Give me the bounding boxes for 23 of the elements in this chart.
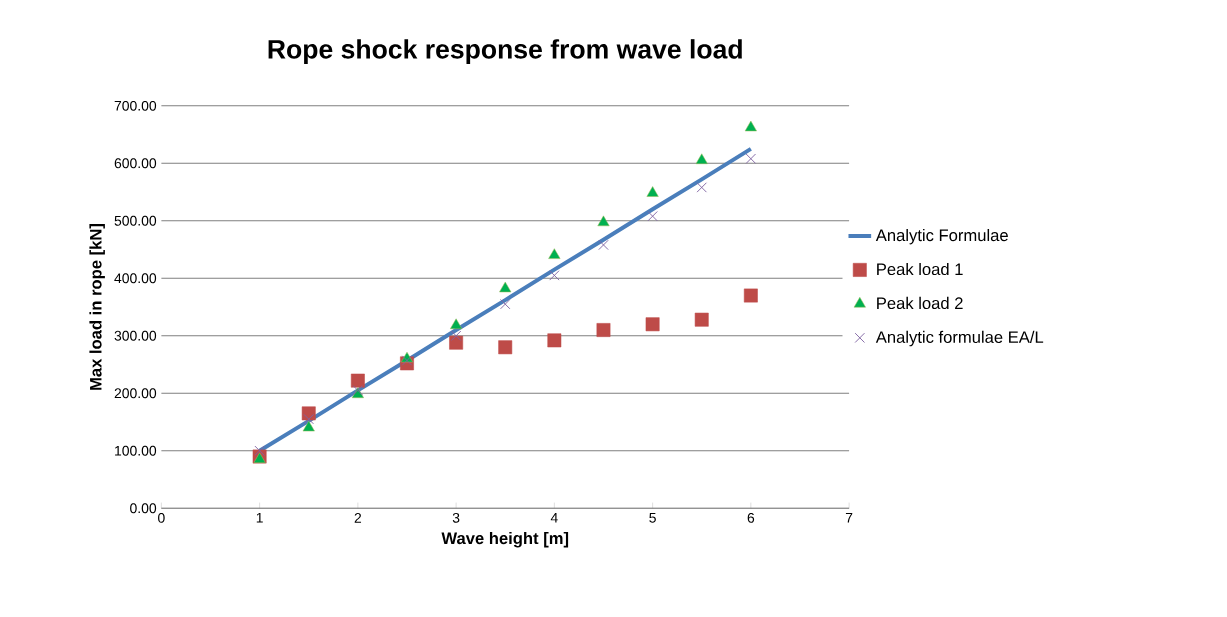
x-tick-label: 5 [649, 512, 656, 523]
x-tick-label: 6 [747, 512, 755, 523]
x-axis-title: Wave height [m] [441, 531, 569, 548]
x-tick-label: 2 [354, 512, 362, 523]
legend-label: Peak load 1 [877, 262, 963, 275]
x-tick-label: 1 [256, 512, 263, 523]
x-tick-label: 4 [550, 512, 558, 523]
y-tick-label: 500.00 [114, 215, 157, 226]
x-tick-label: 0 [158, 512, 165, 523]
y-axis-title: Max load in rope [kN] [89, 223, 105, 390]
y-tick-label: 300.00 [114, 330, 157, 341]
y-tick-label: 400.00 [114, 273, 157, 284]
y-tick-label: 600.00 [114, 158, 157, 169]
x-tick-label: 7 [845, 512, 853, 523]
y-tick-label: 700.00 [114, 100, 157, 111]
legend-label: Analytic Formulae [875, 228, 1008, 245]
x-tick-label: 3 [452, 512, 460, 523]
y-tick-label: 200.00 [114, 388, 157, 398]
legend-label: Peak load 2 [877, 296, 963, 309]
y-tick-label: 100.00 [115, 445, 157, 456]
y-tick-label: 0.00 [130, 503, 157, 513]
chart-title: Rope shock response from wave load [268, 38, 742, 64]
legend-label: Analytic formulae EA/L [875, 330, 1044, 347]
